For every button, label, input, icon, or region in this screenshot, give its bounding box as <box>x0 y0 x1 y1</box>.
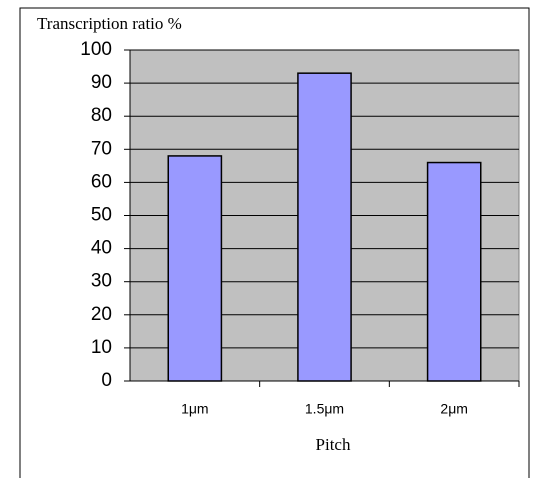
y-tick-label: 100 <box>80 39 112 60</box>
y-tick-label: 50 <box>91 205 112 226</box>
y-tick-label: 90 <box>91 72 112 93</box>
y-tick-label: 80 <box>91 105 112 126</box>
x-tick-label: 1μm <box>181 401 209 417</box>
y-tick-label: 10 <box>91 337 112 358</box>
x-axis-label: Pitch <box>316 435 351 454</box>
y-tick-label: 70 <box>91 138 112 159</box>
bar <box>167 155 223 382</box>
bar <box>297 72 352 382</box>
y-tick-label: 0 <box>101 370 112 391</box>
y-tick-label: 20 <box>91 304 112 325</box>
y-tick-label: 60 <box>91 171 112 192</box>
y-tick-label: 40 <box>91 238 112 259</box>
x-tick-label: 1.5μm <box>305 401 344 417</box>
bar <box>426 161 482 382</box>
x-tick-label: 2μm <box>440 401 468 417</box>
chart-frame <box>19 7 530 478</box>
chart-title: Transcription ratio % <box>37 14 182 33</box>
y-tick-label: 30 <box>91 271 112 292</box>
